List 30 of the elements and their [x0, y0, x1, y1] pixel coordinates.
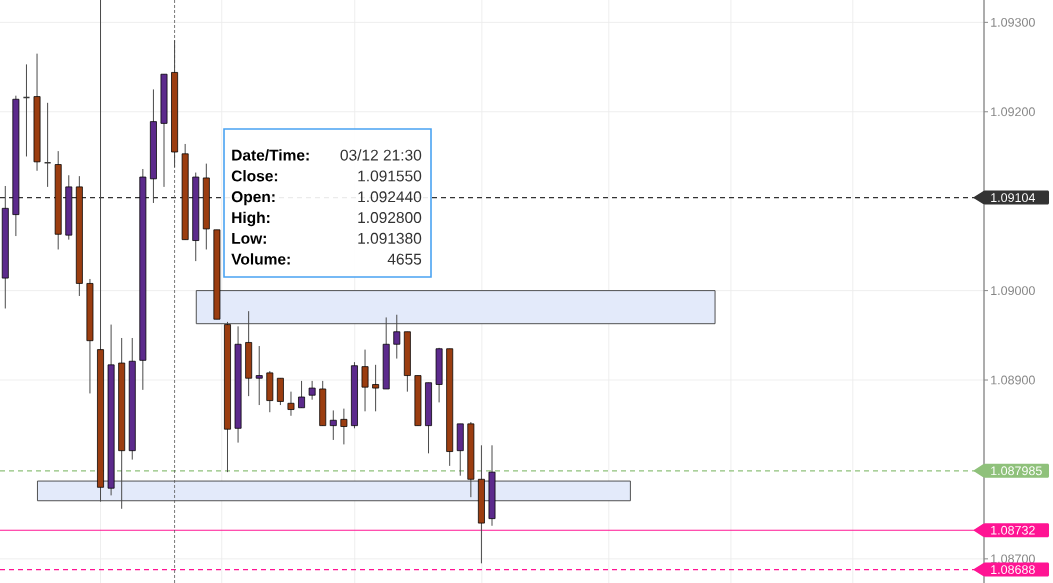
y-tick-label: 1.09000 — [991, 286, 1035, 296]
annotation: High: — [232, 211, 270, 227]
candlestick — [298, 380, 305, 409]
candlestick — [372, 364, 380, 412]
y-tick-label: 1.09300 — [991, 17, 1035, 27]
candlestick — [361, 349, 369, 412]
annotation: Open: — [231, 191, 275, 206]
annotation: 1.092440 — [358, 191, 422, 203]
annotation: Volume: — [231, 253, 290, 265]
annotation: Date/Time: — [232, 149, 309, 161]
annotation: Close: — [231, 170, 278, 182]
annotation: 1.091550 — [358, 170, 422, 182]
annotation: Low: — [232, 233, 266, 244]
ref-line-label: 1.08732 — [991, 525, 1035, 535]
y-tick-label: 1.09200 — [991, 107, 1035, 117]
ref-line-label: 1.08688 — [991, 565, 1035, 575]
ref-line-label: 1.087985 — [991, 466, 1042, 476]
annotation: 03/12 21:30 — [340, 149, 422, 161]
annotation: 1.091380 — [358, 232, 422, 244]
y-tick-label: 1.08700 — [991, 554, 1035, 564]
candlestick — [340, 408, 348, 445]
annotation: 4655 — [387, 253, 422, 265]
ref-line-label: 1.09104 — [991, 193, 1036, 203]
candlestick — [276, 377, 284, 406]
candlestick — [287, 391, 295, 417]
annotation: 1.092800 — [358, 212, 422, 224]
candlestick — [308, 380, 316, 401]
candlestick — [329, 409, 337, 441]
candlestick — [255, 345, 263, 406]
y-tick-label: 1.08900 — [991, 375, 1035, 385]
